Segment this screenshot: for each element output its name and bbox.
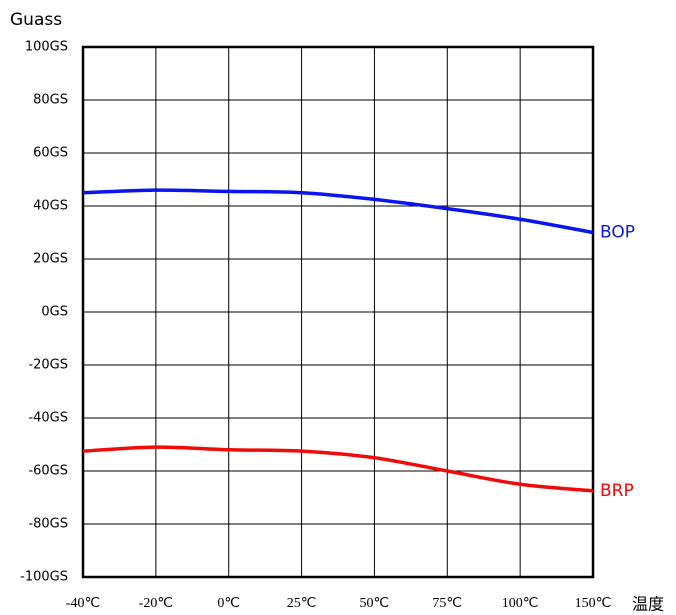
- y-tick-label: 40GS: [33, 199, 68, 214]
- x-axis-label: 温度: [632, 595, 664, 614]
- y-tick-label: -40GS: [28, 411, 68, 426]
- x-tick-label: 0℃: [217, 596, 240, 611]
- plot-frame: [81, 45, 595, 579]
- y-tick-label: -20GS: [28, 358, 68, 373]
- y-tick-label: -100GS: [20, 570, 68, 585]
- y-tick-label: 80GS: [33, 93, 68, 108]
- series-line: [82, 188, 594, 235]
- y-tick-label: 20GS: [33, 252, 68, 267]
- x-tick-label: 150℃: [575, 596, 612, 611]
- y-tick-label: 100GS: [25, 40, 68, 55]
- x-tick-label: -40℃: [66, 596, 100, 611]
- x-tick-label: -20℃: [139, 596, 173, 611]
- y-tick-label: 0GS: [41, 305, 68, 320]
- x-tick-label: 100℃: [502, 596, 539, 611]
- series-line: [82, 445, 594, 493]
- y-tick-label: -80GS: [28, 517, 68, 532]
- series-label: BOP: [600, 223, 635, 243]
- y-tick-label: -60GS: [28, 464, 68, 479]
- x-tick-label: 50℃: [360, 596, 390, 611]
- series-label: BRP: [600, 481, 634, 501]
- x-tick-label: 75℃: [432, 596, 462, 611]
- x-tick-label: 25℃: [287, 596, 317, 611]
- y-tick-label: 60GS: [33, 146, 68, 161]
- y-axis-label: Guass: [10, 10, 62, 30]
